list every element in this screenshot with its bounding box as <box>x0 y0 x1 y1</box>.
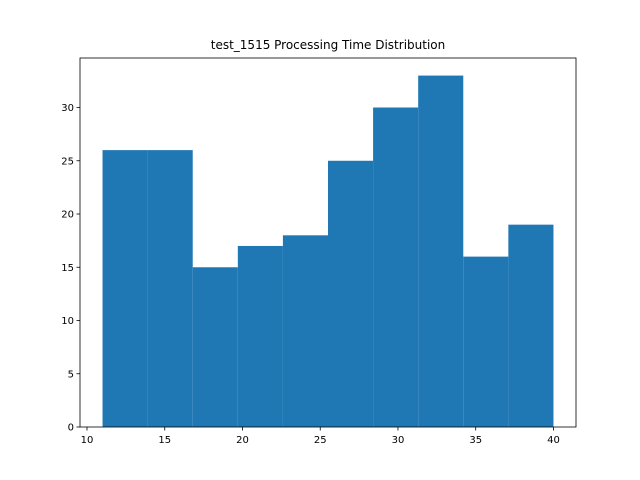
y-tick-label: 30 <box>61 103 74 114</box>
x-tick-label: 10 <box>81 435 94 446</box>
x-tick-label: 20 <box>236 435 249 446</box>
bar <box>508 224 554 427</box>
x-tick-label: 35 <box>469 435 482 446</box>
y-tick-label: 5 <box>68 369 74 380</box>
bar <box>192 267 238 427</box>
bar <box>102 150 148 427</box>
y-tick-label: 0 <box>68 423 74 434</box>
bar <box>328 160 374 427</box>
bar <box>237 245 283 427</box>
x-tick-label: 15 <box>158 435 171 446</box>
bar <box>373 107 419 428</box>
axes-frame <box>79 57 577 428</box>
bar <box>418 75 464 428</box>
chart-title: test_1515 Processing Time Distribution <box>211 38 445 52</box>
bar <box>147 150 193 427</box>
bar <box>282 235 328 427</box>
y-tick-label: 15 <box>61 263 74 274</box>
y-tick-label: 10 <box>61 316 74 327</box>
x-tick-label: 25 <box>314 435 327 446</box>
x-tick-label: 30 <box>392 435 405 446</box>
y-tick-label: 20 <box>61 210 74 221</box>
bar <box>463 256 509 427</box>
y-tick-label: 25 <box>61 156 74 167</box>
x-tick-label: 40 <box>547 435 560 446</box>
